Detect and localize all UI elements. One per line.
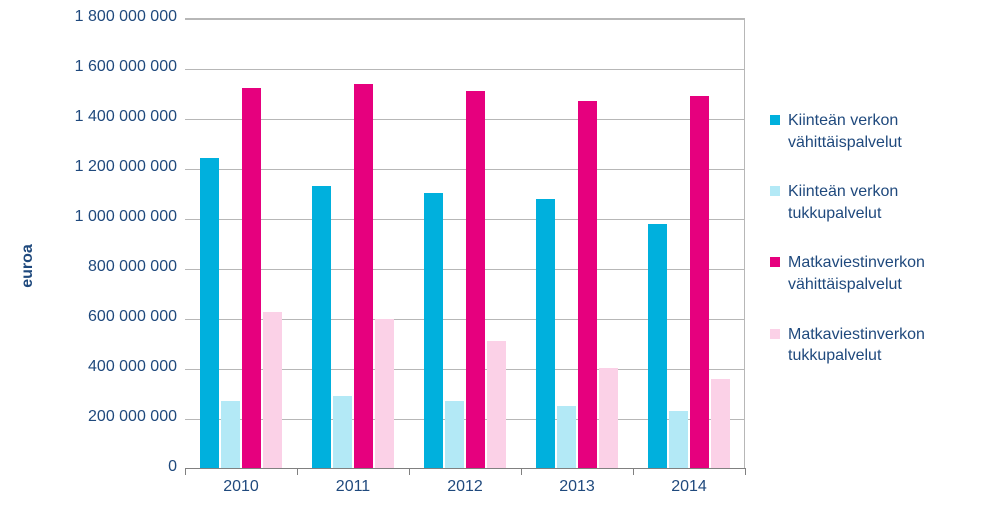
x-axis-line xyxy=(185,468,745,469)
x-tick-label: 2013 xyxy=(521,478,633,496)
bar xyxy=(333,396,352,469)
legend-swatch xyxy=(770,329,780,339)
legend-label: Kiinteän verkon vähittäispalvelut xyxy=(788,110,990,153)
legend-item: Kiinteän verkon tukkupalvelut xyxy=(770,181,990,224)
bar xyxy=(263,312,282,468)
legend-label: Matkaviestinverkon tukkupalvelut xyxy=(788,324,990,367)
gridline xyxy=(185,69,744,70)
legend-label: Kiinteän verkon tukkupalvelut xyxy=(788,181,990,224)
x-tick xyxy=(185,468,186,475)
x-tick xyxy=(633,468,634,475)
x-tick xyxy=(297,468,298,475)
bar xyxy=(312,186,331,469)
bar xyxy=(200,158,219,468)
y-tick-label: 800 000 000 xyxy=(88,258,177,276)
bar xyxy=(669,411,688,469)
bar xyxy=(648,224,667,468)
gridline xyxy=(185,119,744,120)
y-tick-label: 1 800 000 000 xyxy=(75,8,177,26)
y-tick-label: 600 000 000 xyxy=(88,308,177,326)
y-tick-label: 1 000 000 000 xyxy=(75,208,177,226)
y-tick-label: 1 200 000 000 xyxy=(75,158,177,176)
bar xyxy=(424,193,443,468)
legend-item: Kiinteän verkon vähittäispalvelut xyxy=(770,110,990,153)
bar xyxy=(599,368,618,468)
x-tick-label: 2010 xyxy=(185,478,297,496)
bar xyxy=(536,199,555,468)
legend-swatch xyxy=(770,186,780,196)
bar xyxy=(242,88,261,468)
x-tick xyxy=(409,468,410,475)
plot-area xyxy=(185,18,745,468)
bar xyxy=(690,96,709,469)
bar xyxy=(354,84,373,468)
x-tick-label: 2011 xyxy=(297,478,409,496)
y-axis-title: euroa xyxy=(19,244,37,288)
bar xyxy=(375,319,394,468)
y-tick-label: 0 xyxy=(168,458,177,476)
bar xyxy=(578,101,597,469)
legend-item: Matkaviestinverkon tukkupalvelut xyxy=(770,324,990,367)
gridline xyxy=(185,219,744,220)
chart-container: euroa Kiinteän verkon vähittäispalvelutK… xyxy=(0,0,1004,531)
legend-swatch xyxy=(770,257,780,267)
y-tick-label: 1 400 000 000 xyxy=(75,108,177,126)
bar xyxy=(557,406,576,469)
y-tick-label: 200 000 000 xyxy=(88,408,177,426)
legend-item: Matkaviestinverkon vähittäispalvelut xyxy=(770,252,990,295)
bar xyxy=(221,401,240,469)
x-tick-label: 2014 xyxy=(633,478,745,496)
bar xyxy=(711,379,730,468)
legend: Kiinteän verkon vähittäispalvelut Kiinteä… xyxy=(770,110,990,395)
bar xyxy=(445,401,464,469)
gridline xyxy=(185,169,744,170)
x-tick-label: 2012 xyxy=(409,478,521,496)
y-tick-label: 400 000 000 xyxy=(88,358,177,376)
legend-label: Matkaviestinverkon vähittäispalvelut xyxy=(788,252,990,295)
bar xyxy=(466,91,485,469)
x-tick xyxy=(521,468,522,475)
legend-swatch xyxy=(770,115,780,125)
x-tick xyxy=(745,468,746,475)
gridline xyxy=(185,19,744,20)
y-tick-label: 1 600 000 000 xyxy=(75,58,177,76)
bar xyxy=(487,341,506,469)
